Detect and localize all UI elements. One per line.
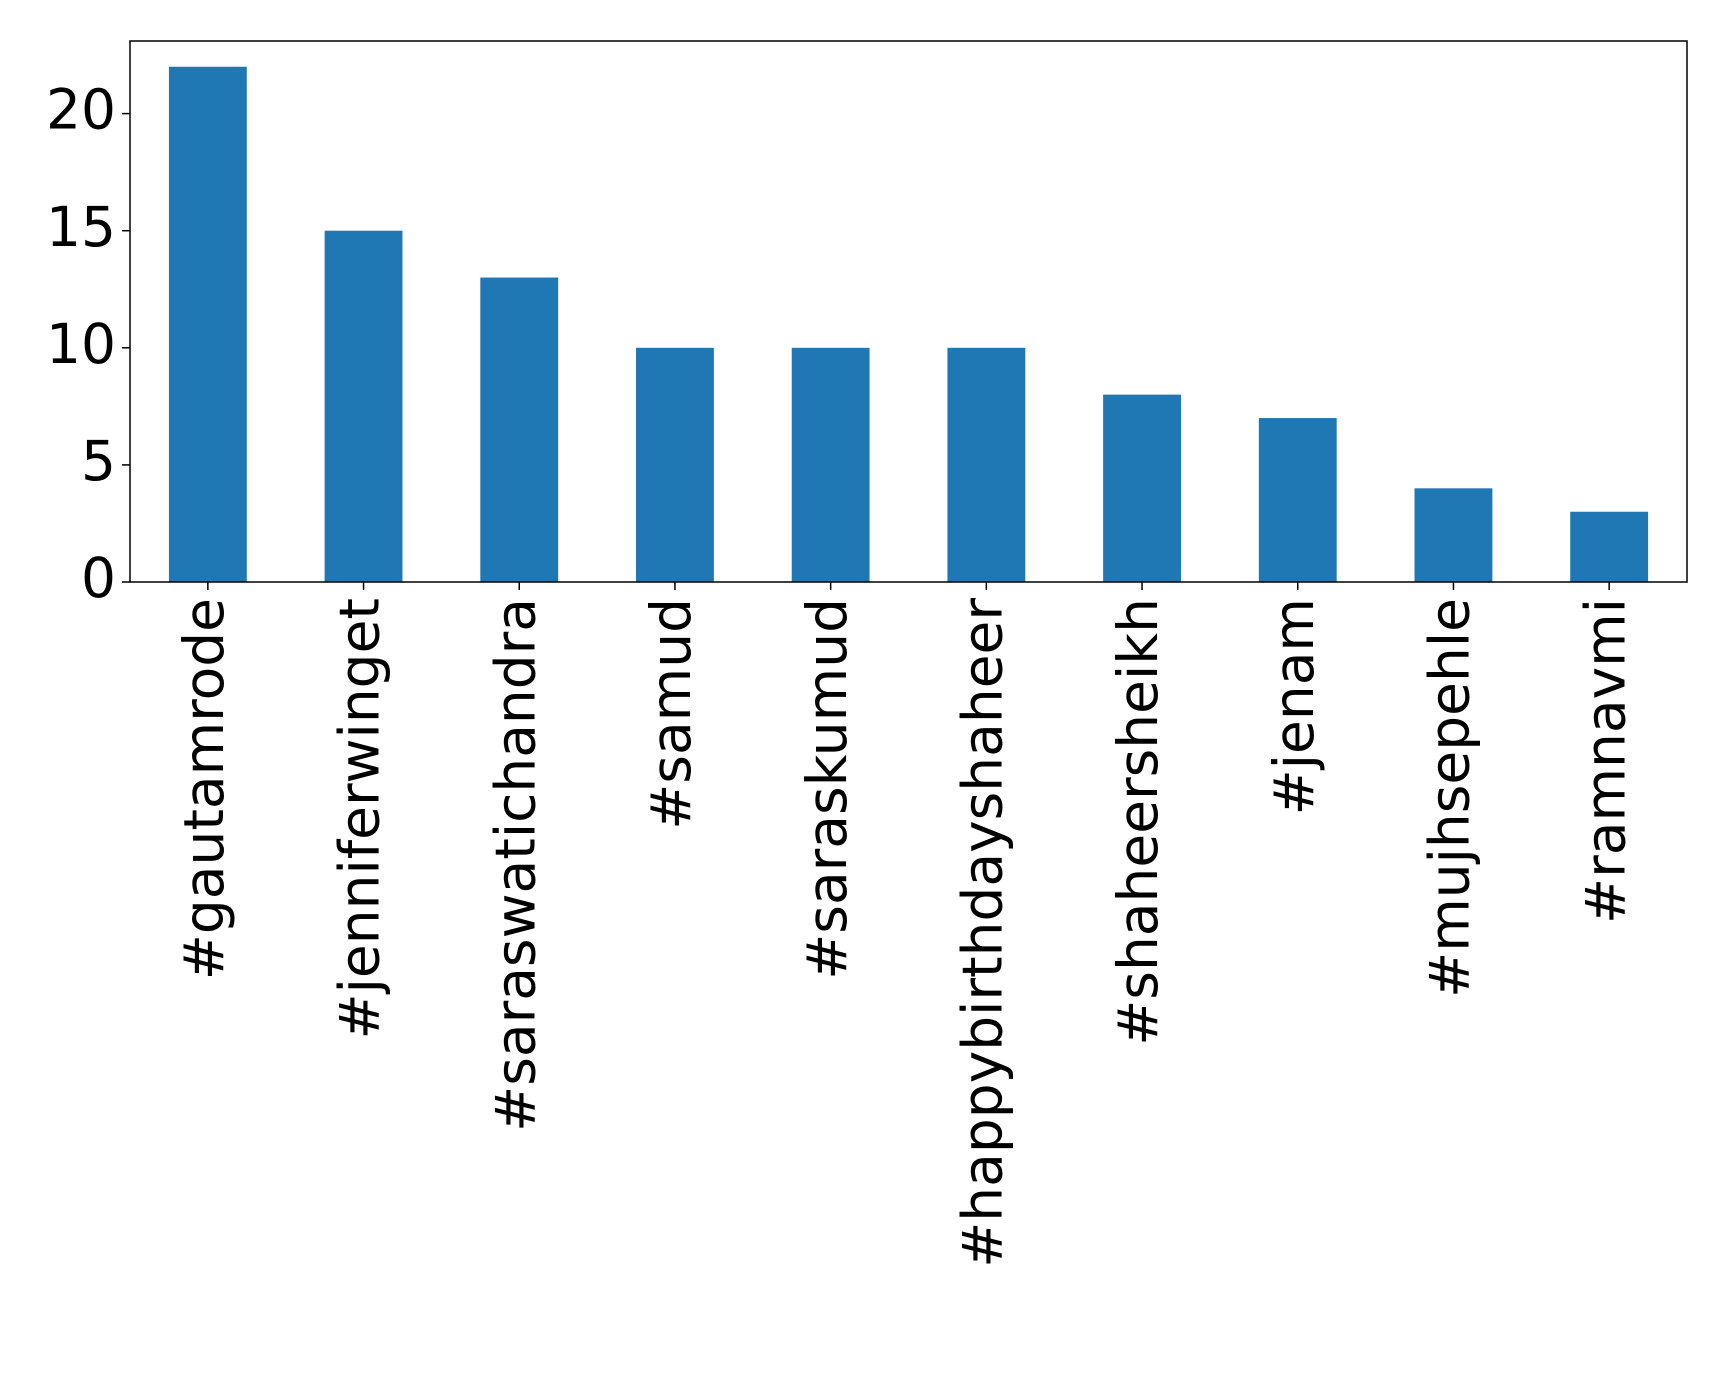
y-tick-label: 5 bbox=[81, 429, 116, 493]
x-tick-label: #gautamrode bbox=[172, 598, 236, 980]
bar bbox=[1414, 488, 1493, 582]
y-tick-label: 15 bbox=[46, 195, 116, 259]
bar bbox=[324, 230, 403, 582]
x-tick-label: #mujhsepehle bbox=[1418, 598, 1482, 998]
x-tick-label: #shaheersheikh bbox=[1106, 598, 1170, 1046]
x-tick-label: #saraskumud bbox=[795, 598, 859, 980]
bar bbox=[791, 347, 870, 582]
bar bbox=[1570, 511, 1649, 582]
x-tick-label: #ramnavmi bbox=[1573, 598, 1637, 924]
bar bbox=[1258, 418, 1337, 582]
x-tick-label: #saraswatichandra bbox=[483, 598, 547, 1132]
y-tick-label: 20 bbox=[46, 78, 116, 142]
x-tick-label: #samud bbox=[639, 598, 703, 830]
y-tick-label: 0 bbox=[81, 546, 116, 610]
bar bbox=[168, 66, 247, 582]
x-tick-label: #jenniferwinget bbox=[328, 598, 392, 1039]
x-tick-label: #jenam bbox=[1262, 598, 1326, 815]
bar bbox=[1103, 394, 1181, 582]
bar bbox=[947, 347, 1026, 582]
x-tick-label: #happybirthdayshaheer bbox=[950, 598, 1014, 1268]
bar bbox=[636, 347, 714, 582]
y-tick-label: 10 bbox=[46, 312, 116, 376]
plot-frame bbox=[129, 40, 1688, 583]
bar bbox=[480, 277, 559, 582]
